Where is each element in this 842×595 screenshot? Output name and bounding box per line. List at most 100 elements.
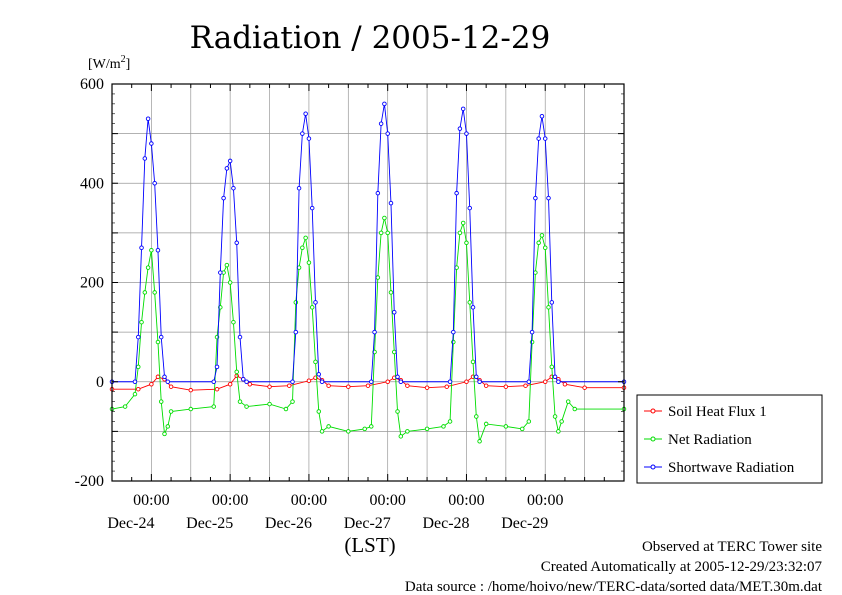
data-point [503,384,509,389]
data-point [300,131,305,136]
data-point [398,434,404,439]
footer-site: Observed at TERC Tower site [642,539,822,555]
data-point [536,136,541,141]
data-point [241,377,246,382]
data-point [533,195,538,201]
x-tick-time: 00:00 [527,492,563,509]
data-point [546,195,551,201]
data-point [388,290,394,295]
data-point [526,419,532,424]
data-point [375,190,381,196]
data-point [395,409,400,414]
data-point [503,424,509,429]
data-point [155,247,161,253]
data-point [136,364,141,370]
data-point [447,419,453,424]
data-point [470,305,476,310]
data-point [464,240,469,246]
data-point [218,270,223,275]
y-tick-label: 0 [96,374,104,391]
data-point [326,383,331,388]
data-point [158,399,164,404]
data-point [441,424,446,429]
y-tick-label: 600 [80,76,104,93]
legend-swatch-marker [650,408,656,414]
data-point [293,329,299,335]
data-point [224,166,230,171]
data-point [290,399,295,404]
data-point [523,383,528,388]
data-point [293,300,299,305]
data-point [451,329,456,335]
series-line [111,217,624,442]
data-point [526,379,532,385]
data-point [346,429,351,434]
x-tick-date: Dec-29 [501,515,548,532]
data-point [346,384,351,389]
data-point [464,379,469,385]
data-point [388,200,394,206]
y-unit-label: [W/m2] [88,54,130,72]
data-point [158,334,164,340]
data-point [444,384,450,389]
data-point [372,329,377,335]
data-point [529,339,535,345]
data-point [234,240,239,246]
data-point [474,414,479,419]
x-tick-time: 00:00 [212,492,248,509]
data-point [457,126,463,131]
data-point [139,319,144,325]
data-point [546,305,551,310]
data-point [303,235,308,241]
data-point [451,339,456,345]
data-point [362,426,367,432]
data-point [460,220,466,226]
data-point [369,424,374,429]
data-point [464,131,469,136]
y-tick-label: -200 [75,473,104,490]
data-point [565,399,571,404]
series-shortwave-radiation [109,101,627,385]
x-tick-date: Dec-27 [344,515,391,532]
data-point [385,230,390,236]
data-point [552,414,558,419]
chart-title: Radiation / 2005-12-29 [190,20,551,56]
data-point [520,426,525,432]
data-point [378,121,384,126]
series-soil-heat-flux-1 [109,373,627,393]
data-point [562,381,568,387]
data-point [460,106,466,112]
data-point [454,265,459,270]
data-point [237,334,243,340]
footer-source: Data source : /home/hoivo/new/TERC-data/… [405,579,823,595]
data-point [539,114,545,119]
data-point [306,136,312,141]
series-line [112,375,624,391]
data-point [188,387,194,393]
data-point [303,111,308,117]
data-point [542,136,548,141]
footer-created: Created Automatically at 2005-12-29/23:3… [541,559,823,575]
data-point [152,180,157,186]
data-point [539,233,545,238]
data-point [552,374,558,380]
x-tick-time: 00:00 [369,492,405,509]
grid-lines [111,84,625,481]
data-point [313,300,318,305]
data-point [306,378,312,384]
series-net-radiation [109,215,627,444]
data-point [132,379,138,385]
data-point [152,290,157,295]
data-point [477,439,482,444]
x-tick-time: 00:00 [448,492,484,509]
legend-swatch-marker [650,436,656,442]
data-point [533,270,538,275]
legend-label: Net Radiation [668,432,752,448]
x-tick-time: 00:00 [291,492,327,509]
data-point [549,300,555,305]
data-point [385,131,390,136]
y-axis-ticks: -200 0 200 400 600 [75,76,624,490]
data-point [556,429,561,434]
data-point [162,374,167,380]
